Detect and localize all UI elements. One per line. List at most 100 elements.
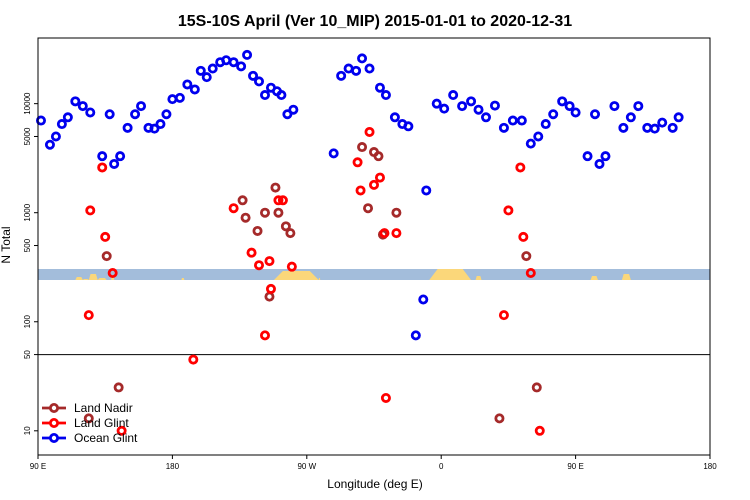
x-tick-label: 0 bbox=[439, 462, 444, 471]
land-segment bbox=[75, 277, 83, 280]
land-glint-point bbox=[83, 310, 94, 321]
ocean-glint-point bbox=[182, 79, 193, 90]
ocean-glint-point bbox=[276, 90, 287, 101]
ocean-glint-point bbox=[248, 70, 259, 81]
ocean-glint-point bbox=[259, 90, 270, 101]
ocean-glint-point bbox=[104, 109, 115, 120]
ocean-glint-point bbox=[35, 115, 46, 126]
ocean-glint-point bbox=[189, 84, 200, 95]
land-nadir-point bbox=[113, 382, 124, 393]
ocean-glint-point bbox=[161, 109, 172, 120]
x-tick-label: 90 E bbox=[30, 462, 46, 471]
ocean-glint-point bbox=[466, 96, 477, 107]
y-tick-label: 50 bbox=[23, 350, 32, 359]
ocean-glint-point bbox=[288, 104, 299, 115]
land-nadir-point bbox=[237, 195, 248, 206]
ocean-glint-point bbox=[85, 107, 96, 118]
land-nadir-point bbox=[363, 203, 374, 214]
land-glint-point bbox=[273, 195, 284, 206]
ocean-glint-point bbox=[657, 117, 668, 128]
land-glint-point bbox=[116, 425, 127, 436]
land-nadir-point bbox=[270, 182, 281, 193]
ocean-glint-point bbox=[516, 115, 527, 126]
y-tick-label: 100 bbox=[23, 315, 32, 329]
ocean-glint-point bbox=[649, 123, 660, 134]
ocean-glint-point bbox=[242, 49, 253, 60]
land-glint-point bbox=[518, 231, 529, 242]
land-glint-point bbox=[265, 283, 276, 294]
ocean-glint-point bbox=[448, 90, 459, 101]
y-tick-label: 5000 bbox=[23, 127, 32, 145]
ocean-glint-point bbox=[667, 122, 678, 133]
land-segment bbox=[88, 274, 98, 280]
ocean-glint-point bbox=[50, 131, 61, 142]
y-tick-label: 10 bbox=[23, 426, 32, 435]
ocean-glint-point bbox=[582, 151, 593, 162]
ocean-glint-point bbox=[130, 109, 141, 120]
land-glint-point bbox=[246, 247, 257, 258]
land-glint-point bbox=[286, 261, 297, 272]
land-glint-point bbox=[85, 205, 96, 216]
ocean-glint-point bbox=[594, 158, 605, 169]
land-glint-point bbox=[228, 203, 239, 214]
land-glint-point bbox=[264, 256, 275, 267]
legend-marker-land-nadir bbox=[49, 402, 60, 413]
x-axis-label: Longitude (deg E) bbox=[327, 477, 422, 491]
ocean-glint-point bbox=[480, 112, 491, 123]
ocean-glint-point bbox=[374, 82, 385, 93]
ocean-glint-point bbox=[590, 109, 601, 120]
ocean-glint-point bbox=[380, 90, 391, 101]
ocean-glint-point bbox=[498, 122, 509, 133]
land-nadir-point bbox=[273, 207, 284, 218]
land-mask-band bbox=[38, 269, 710, 280]
ocean-glint-point bbox=[77, 101, 88, 112]
ocean-glint-point bbox=[418, 294, 429, 305]
ocean-glint-point bbox=[228, 57, 239, 68]
x-tick-label: 180 bbox=[703, 462, 717, 471]
land-nadir-point bbox=[83, 413, 94, 424]
land-glint-point bbox=[379, 228, 390, 239]
land-glint-point bbox=[391, 228, 402, 239]
ocean-glint-point bbox=[122, 122, 133, 133]
ocean-glint-point bbox=[421, 185, 432, 196]
land-glint-point bbox=[352, 157, 363, 168]
ocean-glint-point bbox=[525, 138, 536, 149]
land-nadir-point bbox=[494, 413, 505, 424]
land-glint-point bbox=[97, 162, 108, 173]
ocean-glint-point bbox=[403, 121, 414, 132]
land-segment bbox=[429, 269, 472, 280]
land-segment bbox=[590, 276, 598, 280]
ocean-glint-point bbox=[618, 122, 629, 133]
ocean-glint-point bbox=[410, 330, 421, 341]
land-nadir-point bbox=[259, 207, 270, 218]
land-segment bbox=[475, 276, 482, 280]
land-glint-point bbox=[107, 267, 118, 278]
land-glint-point bbox=[534, 425, 545, 436]
y-tick-label: 1000 bbox=[23, 203, 32, 221]
ocean-glint-point bbox=[673, 112, 684, 123]
ocean-glint-point bbox=[207, 63, 218, 74]
land-segment bbox=[621, 274, 631, 280]
data-points bbox=[35, 49, 684, 436]
ocean-glint-point bbox=[44, 139, 55, 150]
y-axis-label: N Total bbox=[0, 226, 13, 263]
ocean-glint-point bbox=[633, 101, 644, 112]
ocean-glint-point bbox=[254, 76, 265, 87]
x-tick-label: 90 E bbox=[567, 462, 583, 471]
land-glint-point bbox=[525, 267, 536, 278]
plot-frame bbox=[37, 37, 711, 456]
ocean-glint-point bbox=[600, 151, 611, 162]
land-nadir-point bbox=[521, 251, 532, 262]
land-nadir-point bbox=[531, 382, 542, 393]
legend-label-ocean-glint: Ocean Glint bbox=[74, 431, 138, 445]
legend-label-land-nadir: Land Nadir bbox=[74, 401, 133, 415]
land-glint-point bbox=[498, 310, 509, 321]
y-tick-label: 500 bbox=[23, 238, 32, 252]
ocean-glint-point bbox=[457, 101, 468, 112]
ocean-glint-point bbox=[507, 115, 518, 126]
land-glint-point bbox=[515, 162, 526, 173]
ocean-glint-point bbox=[201, 72, 212, 83]
